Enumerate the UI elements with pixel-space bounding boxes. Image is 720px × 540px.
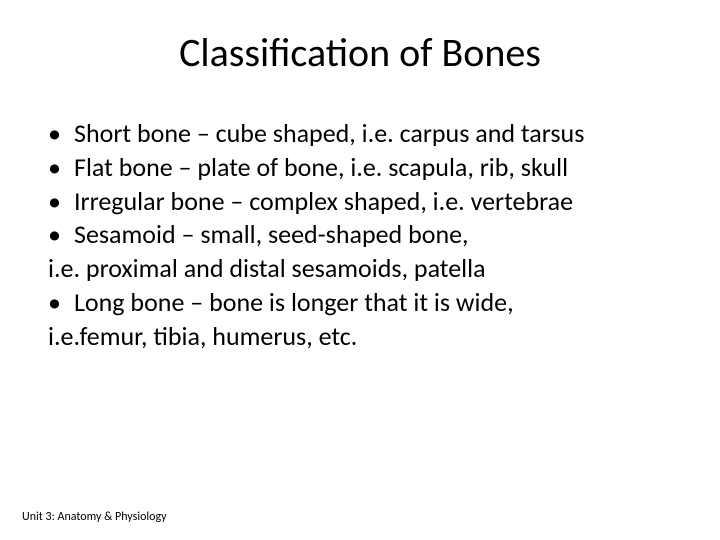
continuation-line: i.e.femur, tibia, humerus, etc. [48,320,680,354]
bullet-item: • Irregular bone – complex shaped, i.e. … [48,185,680,219]
bullet-item: • Flat bone – plate of bone, i.e. scapul… [48,151,680,185]
bullet-text: Long bone – bone is longer that it is wi… [74,286,680,320]
bullet-mark: • [48,218,74,252]
bullet-text: Short bone – cube shaped, i.e. carpus an… [74,117,680,151]
continuation-line: i.e. proximal and distal sesamoids, pate… [48,252,680,286]
slide-container: Classification of Bones • Short bone – c… [0,0,720,540]
bullet-text: Flat bone – plate of bone, i.e. scapula,… [74,151,680,185]
bullet-text: Irregular bone – complex shaped, i.e. ve… [74,185,680,219]
footer-text: Unit 3: Anatomy & Physiology [22,510,167,524]
bullet-text: Sesamoid – small, seed-shaped bone, [74,218,680,252]
bullet-mark: • [48,286,74,320]
bullet-mark: • [48,185,74,219]
bullet-item: • Short bone – cube shaped, i.e. carpus … [48,117,680,151]
bullet-mark: • [48,151,74,185]
slide-title: Classification of Bones [40,28,680,77]
bullet-item: • Sesamoid – small, seed-shaped bone, [48,218,680,252]
content-body: • Short bone – cube shaped, i.e. carpus … [40,117,680,354]
bullet-item: • Long bone – bone is longer that it is … [48,286,680,320]
bullet-mark: • [48,117,74,151]
